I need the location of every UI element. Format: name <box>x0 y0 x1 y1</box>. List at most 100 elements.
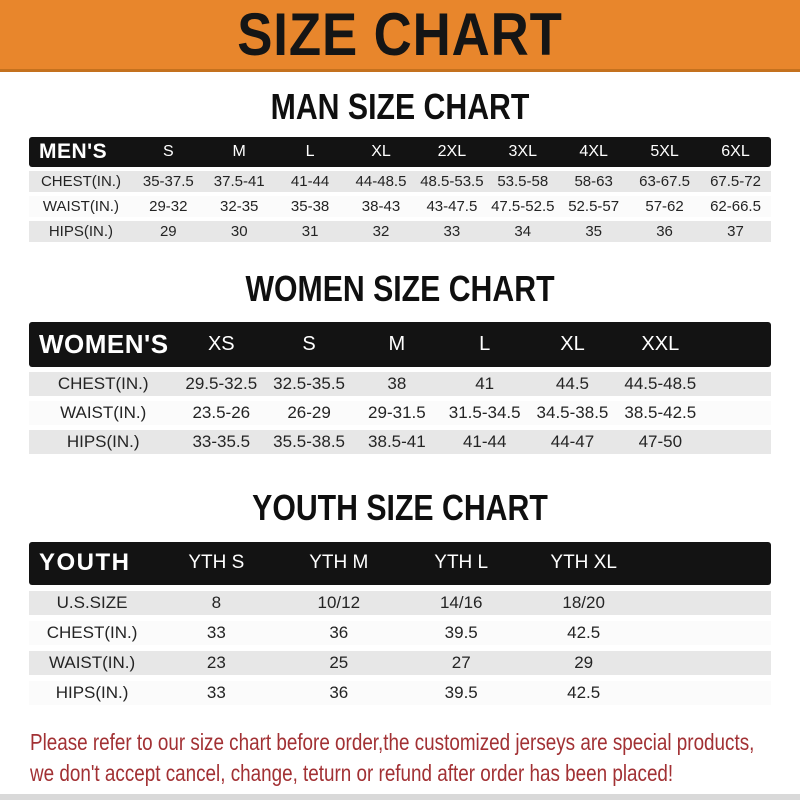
size-column-header: XS <box>207 332 235 355</box>
row-label: WAIST(IN.) <box>29 195 133 217</box>
measurement-value: 10/12 <box>277 590 400 615</box>
measurement-value: 27 <box>400 650 523 675</box>
women-size-section: WOMEN SIZE CHART WOMEN'S XS S M L XL XXL CHEST(… <box>0 267 800 459</box>
size-column-header: YTH M <box>309 552 369 574</box>
measurement-row: U.S.SIZE 8 10/12 14/16 18/20 <box>29 590 771 615</box>
measurement-value: 34 <box>487 220 559 242</box>
measurement-value: 52.5-57 <box>558 195 630 217</box>
measurement-value: 44.5-48.5 <box>616 371 705 396</box>
row-label: HIPS(IN.) <box>29 429 178 454</box>
measurement-value: 38-43 <box>345 195 417 217</box>
footer-note-line1: Please refer to our size chart before or… <box>30 728 755 755</box>
page-title: SIZE CHART <box>237 0 563 68</box>
measurement-value: 14/16 <box>400 590 523 615</box>
measurement-row: CHEST(IN.) 29.5-32.5 32.5-35.5 38 41 44.5 44.5… <box>29 371 771 396</box>
measurement-value: 36 <box>277 620 400 645</box>
measurement-row: WAIST(IN.) 23 25 27 29 <box>29 650 771 675</box>
table-group-label: YOUTH <box>39 549 131 577</box>
measurement-value: 31.5-34.5 <box>440 400 529 425</box>
spacer-cell <box>704 371 771 396</box>
mens-size-table: MEN'S S M L XL 2XL 3XL 4XL 5XL 6XL CHEST(IN.) 35-37… <box>29 133 771 246</box>
size-column-header: 4XL <box>579 142 608 160</box>
measurement-value: 25 <box>277 650 400 675</box>
measurement-value: 42.5 <box>522 680 645 705</box>
size-column-header: S <box>162 142 174 160</box>
measurement-value: 31 <box>274 220 346 242</box>
measurement-value: 38.5-42.5 <box>616 400 705 425</box>
row-label: HIPS(IN.) <box>29 680 156 705</box>
measurement-value: 23.5-26 <box>177 400 266 425</box>
size-column-header: XL <box>371 142 391 160</box>
measurement-row: WAIST(IN.) 23.5-26 26-29 29-31.5 31.5-34.5 34… <box>29 400 771 425</box>
footer-note: Please refer to our size chart before or… <box>30 727 800 789</box>
measurement-value: 36 <box>277 680 400 705</box>
measurement-value: 44-48.5 <box>345 170 417 192</box>
measurement-value: 33 <box>416 220 488 242</box>
row-label: HIPS(IN.) <box>29 220 133 242</box>
measurement-value: 35 <box>558 220 630 242</box>
measurement-value: 29 <box>522 650 645 675</box>
measurement-value: 58-63 <box>558 170 630 192</box>
measurement-value: 48.5-53.5 <box>416 170 488 192</box>
row-label: CHEST(IN.) <box>29 620 156 645</box>
measurement-value: 43-47.5 <box>416 195 488 217</box>
measurement-value: 39.5 <box>400 620 523 645</box>
measurement-value: 44.5 <box>528 371 617 396</box>
size-column-header: M <box>388 332 406 355</box>
women-size-heading: WOMEN SIZE CHART <box>245 267 555 309</box>
measurement-value: 29.5-32.5 <box>177 371 266 396</box>
youth-size-section: YOUTH SIZE CHART YOUTH YTH S YTH M YTH L YTH… <box>0 486 800 711</box>
measurement-value: 62-66.5 <box>700 195 771 217</box>
table-group-label: MEN'S <box>39 139 108 163</box>
measurement-value: 38.5-41 <box>352 429 441 454</box>
footer-note-line2: we don't accept cancel, change, teturn o… <box>30 759 674 786</box>
banner: SIZE CHART <box>0 0 800 72</box>
measurement-value: 8 <box>155 590 278 615</box>
size-column-header: 2XL <box>437 142 467 160</box>
youth-size-table: YOUTH YTH S YTH M YTH L YTH XL U.S.SIZE 8 10/12… <box>29 536 771 711</box>
measurement-value: 18/20 <box>522 590 645 615</box>
youth-size-heading: YOUTH SIZE CHART <box>252 486 548 528</box>
row-label: WAIST(IN.) <box>29 400 178 425</box>
size-column-header: YTH L <box>434 552 489 574</box>
spacer-cell <box>644 650 771 675</box>
table-group-label: WOMEN'S <box>39 328 169 359</box>
womens-size-table: WOMEN'S XS S M L XL XXL CHEST(IN.) 29.5-32.5 32.5… <box>29 317 771 459</box>
measurement-value: 63-67.5 <box>629 170 700 192</box>
measurement-value: 35.5-38.5 <box>265 429 353 454</box>
measurement-value: 29 <box>132 220 204 242</box>
measurement-value: 33-35.5 <box>177 429 266 454</box>
measurement-value: 47.5-52.5 <box>487 195 559 217</box>
measurement-value: 41-44 <box>440 429 529 454</box>
measurement-value: 67.5-72 <box>700 170 771 192</box>
man-size-section: MAN SIZE CHART MEN'S S M L XL 2XL 3XL 4XL 5XL 6XL… <box>0 87 800 246</box>
measurement-value: 36 <box>629 220 700 242</box>
measurement-value: 39.5 <box>400 680 523 705</box>
table-header-row: MEN'S S M L XL 2XL 3XL 4XL 5XL 6XL <box>29 136 771 167</box>
measurement-value: 41-44 <box>274 170 346 192</box>
measurement-value: 32 <box>345 220 417 242</box>
measurement-row: HIPS(IN.) 29 30 31 32 33 34 35 36 37 <box>29 220 771 242</box>
spacer-cell <box>704 429 771 454</box>
size-column-header: M <box>232 142 246 160</box>
spacer-cell <box>644 620 771 645</box>
measurement-value: 33 <box>155 620 278 645</box>
spacer-cell <box>704 322 771 367</box>
measurement-row: HIPS(IN.) 33 36 39.5 42.5 <box>29 680 771 705</box>
measurement-value: 30 <box>203 220 275 242</box>
measurement-value: 41 <box>440 371 529 396</box>
spacer-cell <box>704 400 771 425</box>
row-label: U.S.SIZE <box>29 590 156 615</box>
spacer-cell <box>644 680 771 705</box>
measurement-value: 29-32 <box>132 195 204 217</box>
row-label: CHEST(IN.) <box>29 170 133 192</box>
measurement-value: 32-35 <box>203 195 275 217</box>
measurement-value: 26-29 <box>265 400 353 425</box>
measurement-value: 35-37.5 <box>132 170 204 192</box>
measurement-value: 29-31.5 <box>352 400 441 425</box>
size-column-header: 3XL <box>508 142 537 160</box>
measurement-value: 33 <box>155 680 278 705</box>
spacer-cell <box>645 542 771 585</box>
measurement-value: 35-38 <box>274 195 346 217</box>
